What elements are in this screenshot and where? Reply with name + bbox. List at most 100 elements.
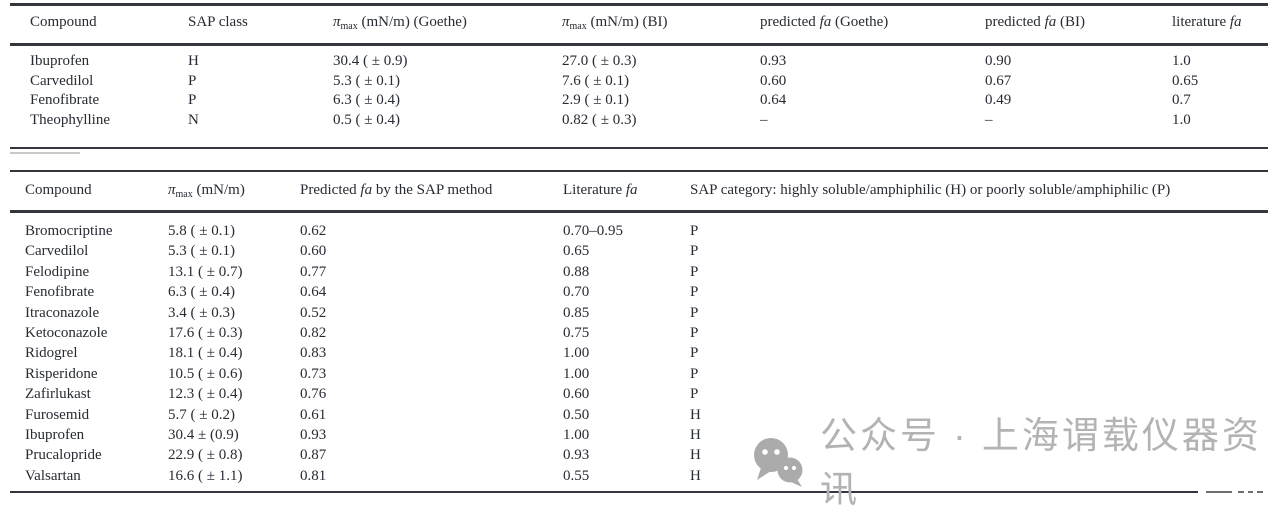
- table-row: Itraconazole 3.4 ( ± 0.3) 0.52 0.85 P: [10, 303, 1280, 323]
- header-text: (BI): [1056, 14, 1085, 30]
- cell-predicted-fa: 0.60: [300, 243, 327, 260]
- column-header-sap-class: SAP class: [188, 14, 248, 30]
- cell-predicted-fa-goethe: –: [760, 112, 768, 129]
- cell-compound: Fenofibrate: [30, 92, 100, 109]
- fa-symbol: fa: [625, 182, 638, 198]
- cell-sap-category: P: [690, 223, 699, 239]
- cell-literature-fa: 0.55: [563, 467, 590, 484]
- cell-sap-category: P: [690, 365, 699, 382]
- cell-predicted-fa: 0.52: [300, 304, 327, 321]
- cell-pimax-goethe: 0.5 ( ± 0.4): [333, 112, 400, 129]
- cell-literature-fa: 1.00: [563, 426, 590, 443]
- column-header-literature-fa: literature fa: [1172, 13, 1280, 36]
- cell-sap-category: P: [690, 243, 699, 260]
- cell-predicted-fa: 0.76: [300, 386, 327, 403]
- header-text: by the SAP method: [372, 182, 493, 198]
- cell-pimax: 5.3 ( ± 0.1): [168, 243, 235, 260]
- table-row: Bromocriptine 5.8 ( ± 0.1) 0.62 0.70–0.9…: [10, 221, 1280, 241]
- header-text: Literature: [563, 182, 626, 198]
- table-row: Ridogrel 18.1 ( ± 0.4) 0.83 1.00 P: [10, 343, 1280, 363]
- cell-predicted-fa: 0.83: [300, 345, 327, 362]
- column-header-predicted-fa-sap: Predicted fa by the SAP method: [300, 181, 563, 204]
- cell-pimax-goethe: 5.3 ( ± 0.1): [333, 72, 400, 89]
- cell-pimax: 12.3 ( ± 0.4): [168, 386, 243, 403]
- wechat-icon: [754, 438, 803, 487]
- rule-dash-fragment: [1206, 491, 1232, 493]
- table2-header-row: Compound πmax (mN/m) Predicted fa by the…: [10, 181, 1280, 204]
- table2-top-rule: [10, 170, 1268, 172]
- cell-predicted-fa-bi: 0.67: [985, 72, 1012, 89]
- cell-pimax-bi: 2.9 ( ± 0.1): [562, 92, 629, 109]
- fa-symbol: fa: [819, 14, 832, 30]
- cell-compound: Carvedilol: [25, 243, 89, 260]
- cell-predicted-fa-bi: 0.90: [985, 53, 1012, 69]
- cell-predicted-fa-bi: –: [985, 112, 993, 129]
- cell-predicted-fa: 0.64: [300, 284, 327, 301]
- cell-sap-category: P: [690, 324, 699, 341]
- cell-sap-class: P: [188, 92, 197, 109]
- table-row: Zafirlukast 12.3 ( ± 0.4) 0.76 0.60 P: [10, 384, 1280, 404]
- table1-bottom-rule: [10, 147, 1268, 149]
- cell-compound: Fenofibrate: [25, 284, 95, 301]
- table-row: Valsartan 16.6 ( ± 1.1) 0.81 0.55 H: [10, 466, 1280, 486]
- cell-pimax-goethe: 6.3 ( ± 0.4): [333, 92, 400, 109]
- cell-compound: Ibuprofen: [30, 53, 90, 69]
- cell-pimax-bi: 27.0 ( ± 0.3): [562, 53, 637, 69]
- cell-sap-category: H: [690, 447, 701, 464]
- table-row: Ibuprofen H 30.4 ( ± 0.9) 27.0 ( ± 0.3) …: [10, 52, 1280, 72]
- header-text: predicted: [985, 14, 1045, 30]
- pi-subscript: max: [340, 21, 358, 32]
- fa-symbol: fa: [360, 182, 373, 198]
- rule-dash-fragment: [1248, 491, 1253, 493]
- cell-predicted-fa: 0.87: [300, 447, 327, 464]
- table-row: Risperidone 10.5 ( ± 0.6) 0.73 1.00 P: [10, 364, 1280, 384]
- pi-subscript: max: [175, 189, 193, 200]
- cell-pimax: 10.5 ( ± 0.6): [168, 365, 243, 382]
- column-header-literature-fa: Literature fa: [563, 181, 690, 204]
- table1-top-rule: [10, 3, 1268, 6]
- table-row: Fenofibrate P 6.3 ( ± 0.4) 2.9 ( ± 0.1) …: [10, 91, 1280, 111]
- cell-pimax: 6.3 ( ± 0.4): [168, 284, 235, 301]
- cell-literature-fa: 0.70: [563, 284, 590, 301]
- cell-compound: Ketoconazole: [25, 324, 108, 341]
- table-row: Fenofibrate 6.3 ( ± 0.4) 0.64 0.70 P: [10, 282, 1280, 302]
- fa-symbol: fa: [1229, 14, 1242, 30]
- cell-predicted-fa-goethe: 0.60: [760, 72, 787, 89]
- cell-literature-fa: 1.0: [1172, 112, 1191, 129]
- cell-sap-category: H: [690, 406, 701, 423]
- table-row: Carvedilol P 5.3 ( ± 0.1) 7.6 ( ± 0.1) 0…: [10, 72, 1280, 92]
- cell-pimax: 13.1 ( ± 0.7): [168, 263, 243, 280]
- cell-literature-fa: 0.65: [563, 243, 590, 260]
- cell-sap-category: P: [690, 284, 699, 301]
- cell-predicted-fa: 0.77: [300, 263, 327, 280]
- cell-pimax: 22.9 ( ± 0.8): [168, 447, 243, 464]
- cell-compound: Felodipine: [25, 263, 90, 280]
- cell-sap-category: P: [690, 345, 699, 362]
- pi-symbol: π: [168, 182, 176, 198]
- header-units: (mN/m) (Goethe): [357, 14, 467, 30]
- cell-literature-fa: 1.00: [563, 365, 590, 382]
- cell-pimax: 5.8 ( ± 0.1): [168, 223, 235, 239]
- cell-compound: Itraconazole: [25, 304, 100, 321]
- header-text: Predicted: [300, 182, 361, 198]
- cell-compound: Bromocriptine: [25, 223, 113, 239]
- column-header-sap-category: SAP category: highly soluble/amphiphilic…: [690, 182, 1171, 198]
- table-row: Prucalopride 22.9 ( ± 0.8) 0.87 0.93 H: [10, 445, 1280, 465]
- cell-compound: Carvedilol: [30, 72, 94, 89]
- column-header-predicted-fa-goethe: predicted fa (Goethe): [760, 13, 985, 36]
- cell-pimax: 17.6 ( ± 0.3): [168, 324, 243, 341]
- cell-compound: Risperidone: [25, 365, 98, 382]
- column-header-pimax-goethe: πmax (mN/m) (Goethe): [333, 13, 562, 36]
- table-row: Theophylline N 0.5 ( ± 0.4) 0.82 ( ± 0.3…: [10, 111, 1280, 131]
- table-row: Felodipine 13.1 ( ± 0.7) 0.77 0.88 P: [10, 262, 1280, 282]
- rule-dash-fragment: [1238, 491, 1244, 493]
- header-text: (Goethe): [831, 14, 889, 30]
- cell-literature-fa: 0.93: [563, 447, 590, 464]
- cell-literature-fa: 0.70–0.95: [563, 223, 623, 239]
- cell-literature-fa: 0.60: [563, 386, 590, 403]
- column-header-pimax: πmax (mN/m): [168, 181, 300, 204]
- cell-literature-fa: 0.85: [563, 304, 590, 321]
- cell-pimax: 5.7 ( ± 0.2): [168, 406, 235, 423]
- pi-symbol: π: [562, 14, 570, 30]
- cell-pimax: 16.6 ( ± 1.1): [168, 467, 243, 484]
